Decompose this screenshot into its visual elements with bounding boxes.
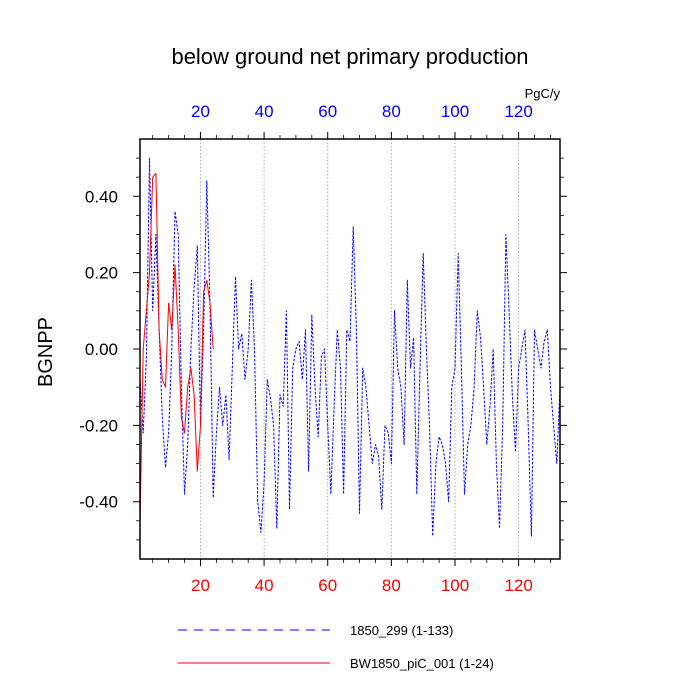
legend-label-1: 1850_299 (1-133) [350, 623, 453, 638]
plot-frame [139, 138, 561, 560]
x-tick-label-bottom: 80 [382, 576, 401, 595]
y-tick-label: -0.40 [79, 493, 118, 512]
x-tick-label-bottom: 40 [255, 576, 274, 595]
x-tick-label-top: 60 [318, 102, 337, 121]
grid-lines [200, 139, 520, 559]
x-tick-label-top: 40 [255, 102, 274, 121]
y-tick-label: 0.40 [85, 187, 118, 206]
legend: 1850_299 (1-133) BW1850_piC_001 (1-24) [178, 623, 494, 671]
y-axis-label: BGNPP [35, 317, 57, 387]
legend-label-2: BW1850_piC_001 (1-24) [350, 656, 494, 671]
y-tick-label: 0.00 [85, 340, 118, 359]
x-tick-label-top: 100 [441, 102, 469, 121]
axis-ticks [133, 132, 567, 566]
tick-labels: 20 20 40 40 60 60 80 80 100 100 120 120 -0.40 -0.20 0.… [79, 102, 533, 595]
series-lines [139, 157, 561, 537]
x-tick-label-top: 80 [382, 102, 401, 121]
x-tick-label-top: 120 [504, 102, 532, 121]
x-tick-label-bottom: 100 [441, 576, 469, 595]
series-line-1 [139, 157, 561, 537]
x-tick-label-top: 20 [191, 102, 210, 121]
units-label: PgC/y [525, 86, 561, 101]
series-line-2 [139, 172, 214, 525]
x-tick-label-bottom: 20 [191, 576, 210, 595]
y-tick-label: -0.20 [79, 416, 118, 435]
x-tick-label-bottom: 60 [318, 576, 337, 595]
x-tick-label-bottom: 120 [504, 576, 532, 595]
y-tick-label: 0.20 [85, 264, 118, 283]
chart-title: below ground net primary production [171, 44, 528, 69]
